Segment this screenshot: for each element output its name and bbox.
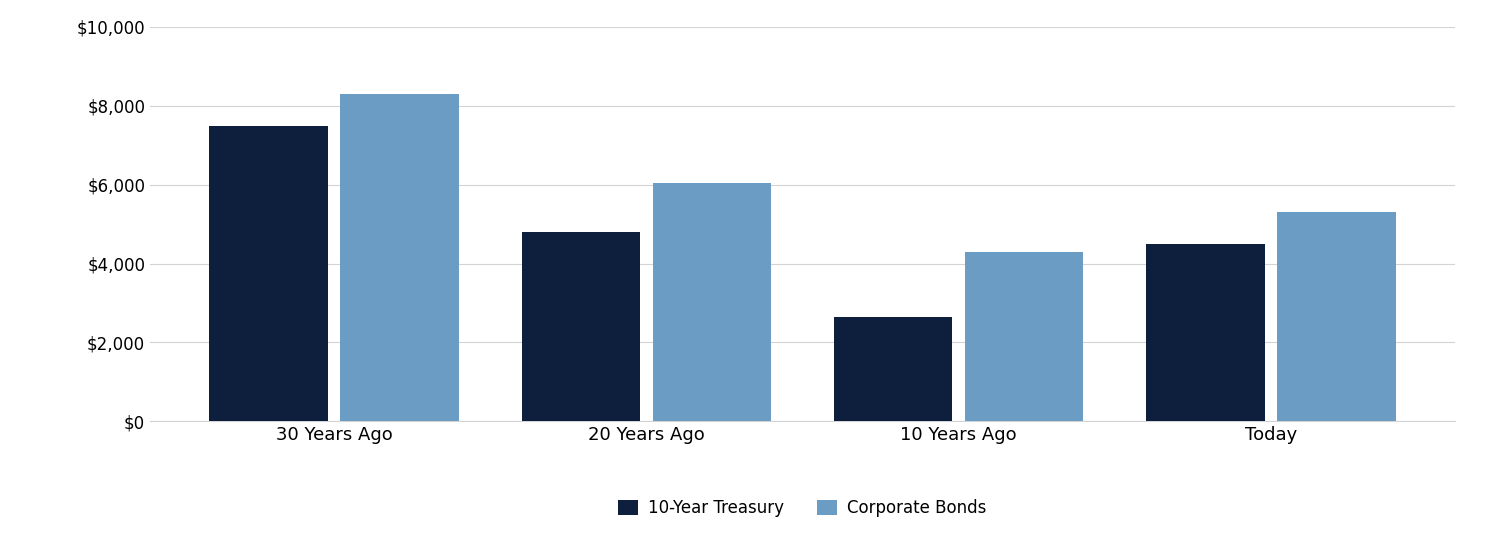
Bar [652, 183, 771, 421]
Bar [210, 125, 328, 421]
Bar [964, 252, 1083, 421]
Bar [522, 232, 640, 421]
Legend: 10-Year Treasury, Corporate Bonds: 10-Year Treasury, Corporate Bonds [612, 492, 993, 524]
Bar [834, 317, 952, 421]
Bar [1276, 212, 1395, 421]
Bar [340, 94, 459, 421]
Bar [1146, 244, 1264, 421]
